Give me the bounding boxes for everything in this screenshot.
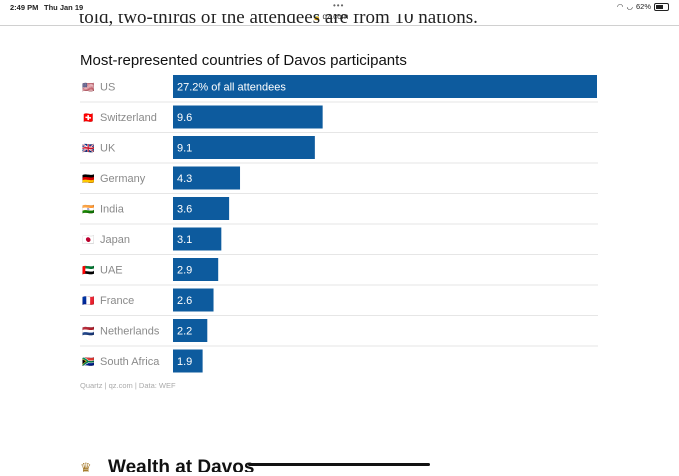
bar-japan xyxy=(173,227,222,251)
flag-icon-germany: 🇩🇪 xyxy=(82,173,95,185)
category-label: France xyxy=(100,295,134,307)
value-label: 9.6 xyxy=(177,112,192,124)
flag-icon-japan: 🇯🇵 xyxy=(82,234,95,246)
page-bottom xyxy=(0,396,679,472)
next-section-heading: Wealth at Davos xyxy=(108,458,255,472)
chart-title: Most-represented countries of Davos part… xyxy=(80,52,407,69)
url-text: qz.com xyxy=(322,12,349,21)
value-label: 3.1 xyxy=(177,234,192,246)
value-label: 2.2 xyxy=(177,326,192,338)
bar-us xyxy=(173,75,597,98)
status-bar: 2:49 PM Thu Jan 19 ◠ ◡ 62% xyxy=(0,0,679,13)
value-label: 3.6 xyxy=(177,204,192,216)
flag-icon-india: 🇮🇳 xyxy=(82,204,95,216)
battery-icon xyxy=(654,2,669,11)
status-time: 2:49 PM xyxy=(10,3,39,12)
tab-menu-icon[interactable]: ••• xyxy=(333,1,345,10)
bar-south-africa xyxy=(173,349,203,373)
category-label: Netherlands xyxy=(100,326,160,338)
category-label: Japan xyxy=(100,234,130,246)
bar-switzerland xyxy=(173,105,323,129)
flag-icon-switzerland: 🇨🇭 xyxy=(82,111,94,124)
bar-netherlands xyxy=(173,319,208,342)
battery-percent: 62% xyxy=(635,2,651,11)
flag-icon-us: 🇺🇸 xyxy=(82,82,95,94)
category-label: Switzerland xyxy=(100,112,157,124)
bar-uae xyxy=(173,258,219,281)
flag-icon-south-africa: 🇿🇦 xyxy=(82,356,95,368)
category-label: UAE xyxy=(100,265,123,277)
wifi-icon: ◠ xyxy=(616,2,624,11)
status-right: ◠ ◡ 62% xyxy=(617,2,669,11)
bar-france xyxy=(173,288,214,312)
headphones-icon: ◡ xyxy=(626,2,633,11)
address-field[interactable]: 🔒 qz.com xyxy=(313,12,348,21)
flag-icon-netherlands: 🇳🇱 xyxy=(82,326,95,338)
chrome-divider xyxy=(0,25,679,26)
category-label: UK xyxy=(100,143,116,155)
value-label: 4.3 xyxy=(177,173,192,185)
flag-icon-france: 🇫🇷 xyxy=(82,295,95,307)
article-cutoff-text: told, two-thirds of the attendees are fr… xyxy=(79,14,478,26)
ornament-icon: ♛ xyxy=(80,460,92,475)
lock-icon: 🔒 xyxy=(313,15,321,21)
category-label: South Africa xyxy=(100,356,160,368)
category-label: US xyxy=(100,82,115,94)
bar-uk xyxy=(173,136,315,159)
chart-source: Quartz | qz.com | Data: WEF xyxy=(80,381,176,390)
value-label: 27.2% of all attendees xyxy=(177,82,286,94)
category-label: India xyxy=(100,204,125,216)
category-label: Germany xyxy=(100,173,146,185)
value-label: 2.6 xyxy=(177,295,192,307)
flag-icon-uae: 🇦🇪 xyxy=(82,265,95,277)
value-label: 2.9 xyxy=(177,265,192,277)
status-date: Thu Jan 19 xyxy=(44,3,84,12)
home-indicator xyxy=(248,463,430,466)
bar-india xyxy=(173,197,230,220)
flag-icon-uk: 🇬🇧 xyxy=(82,143,95,155)
value-label: 9.1 xyxy=(177,143,192,155)
value-label: 1.9 xyxy=(177,356,192,368)
bar-germany xyxy=(173,166,241,190)
